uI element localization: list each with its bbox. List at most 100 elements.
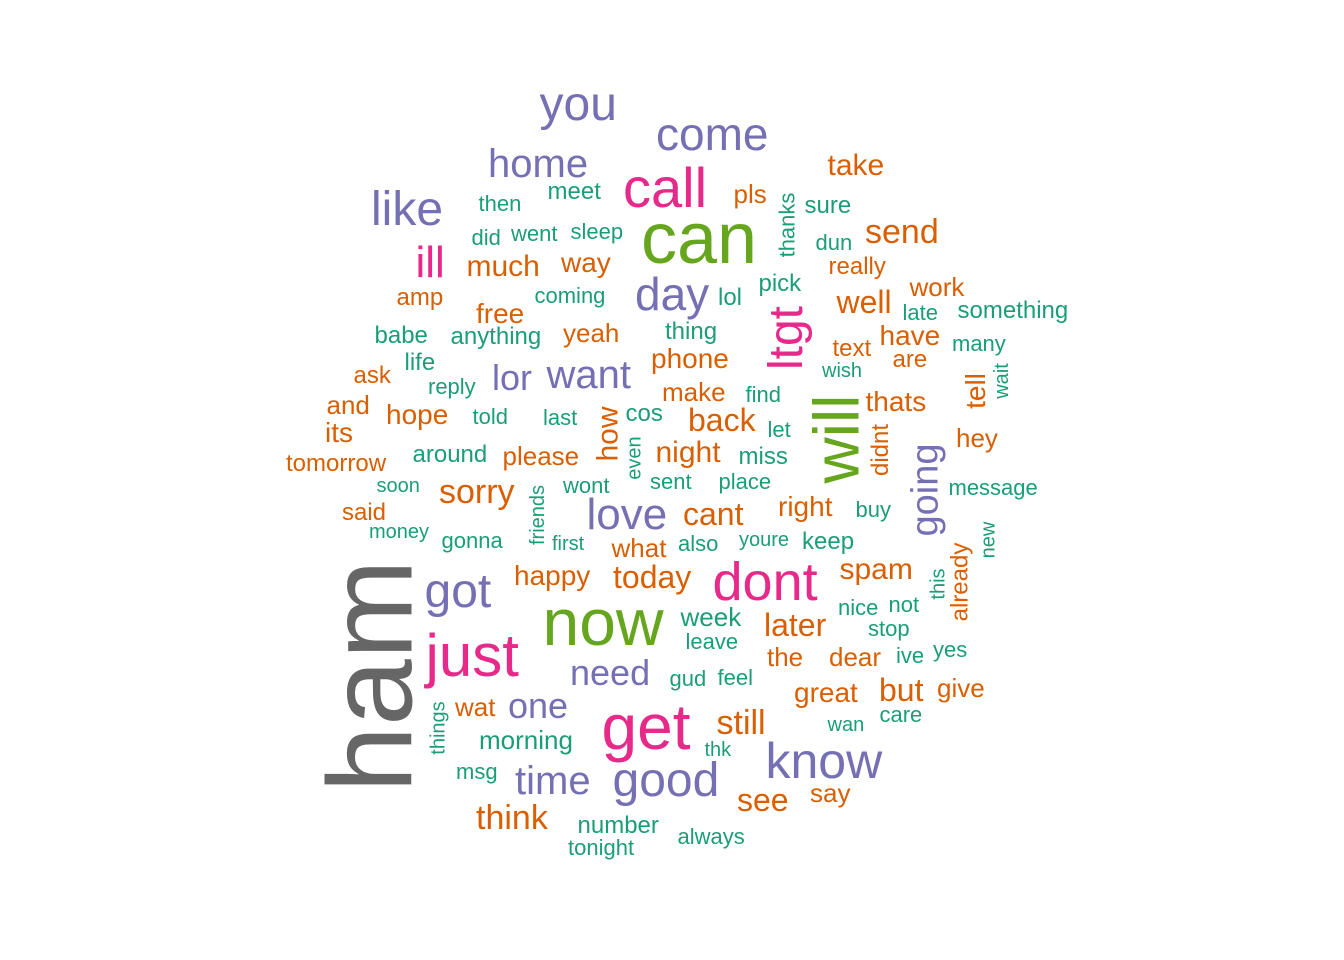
word-sent: sent	[650, 469, 692, 494]
word-like: like	[371, 183, 444, 236]
word-day: day	[635, 268, 710, 320]
word-work: work	[909, 272, 965, 302]
word-ltgt: ltgt	[760, 305, 814, 371]
word-know: know	[765, 733, 883, 789]
word-cant: cant	[683, 496, 744, 532]
word-something: something	[957, 297, 1069, 324]
word-ive: ive	[896, 643, 925, 668]
word-even: even	[623, 436, 646, 480]
word-come: come	[656, 108, 769, 160]
word-pick: pick	[758, 270, 802, 297]
word-life: life	[404, 349, 436, 376]
word-call: call	[623, 156, 708, 219]
word-around: around	[412, 441, 488, 468]
word-also: also	[678, 531, 719, 556]
word-way: way	[561, 247, 611, 278]
word-lol: lol	[718, 284, 743, 311]
word-gud: gud	[669, 666, 707, 691]
word-not: not	[888, 592, 920, 617]
word-thats: thats	[865, 386, 927, 417]
word-how: how	[591, 406, 625, 462]
word-home: home	[488, 142, 589, 186]
word-tomorrow: tomorrow	[286, 450, 387, 477]
word-good: good	[612, 754, 720, 807]
word-always: always	[677, 824, 745, 849]
word-but: but	[879, 672, 924, 708]
word-cos: cos	[625, 400, 663, 427]
word-place: place	[718, 469, 772, 494]
word-think: think	[476, 799, 548, 837]
word-didnt: didnt	[867, 423, 895, 477]
word-give: give	[937, 673, 985, 703]
word-late: late	[902, 300, 938, 325]
word-sorry: sorry	[439, 473, 515, 511]
word-already: already	[945, 542, 973, 622]
word-make: make	[662, 377, 726, 407]
word-friends: friends	[527, 484, 550, 546]
word-and: and	[326, 390, 370, 420]
word-please: please	[502, 441, 580, 471]
word-wat: wat	[455, 692, 496, 722]
word-send: send	[865, 213, 939, 251]
word-ill: ill	[415, 238, 445, 287]
word-hope: hope	[386, 399, 449, 430]
word-said: said	[342, 499, 387, 526]
word-coming: coming	[534, 283, 606, 308]
word-love: love	[586, 490, 668, 539]
word-nice: nice	[838, 595, 879, 620]
word-get: get	[601, 691, 691, 763]
word-wait: wait	[990, 363, 1013, 399]
word-money: money	[369, 521, 430, 543]
word-ham: ham	[303, 559, 438, 793]
word-got: got	[424, 565, 492, 618]
word-what: what	[611, 533, 667, 563]
word-sure: sure	[804, 192, 852, 219]
word-you: you	[539, 78, 617, 131]
word-happy: happy	[514, 560, 591, 591]
word-say: say	[810, 778, 851, 808]
word-feel: feel	[717, 665, 753, 690]
word-wish: wish	[822, 360, 863, 382]
word-thanks: thanks	[773, 192, 799, 258]
word-miss: miss	[738, 443, 788, 470]
word-tonight: tonight	[568, 835, 635, 860]
word-wont: wont	[563, 473, 610, 498]
word-wan: wan	[827, 714, 865, 736]
word-need: need	[570, 652, 651, 693]
word-night: night	[655, 436, 721, 469]
word-hey: hey	[956, 423, 998, 453]
word-did: did	[471, 225, 501, 250]
word-great: great	[794, 677, 858, 708]
word-today: today	[613, 559, 692, 595]
word-free: free	[476, 298, 525, 329]
word-youre: youre	[739, 529, 790, 551]
word-soon: soon	[376, 475, 420, 497]
word-dun: dun	[815, 230, 853, 255]
word-morning: morning	[479, 725, 573, 755]
word-babe: babe	[374, 322, 428, 349]
word-find: find	[745, 382, 781, 407]
word-its: its	[325, 417, 353, 448]
word-lor: lor	[492, 357, 533, 398]
word-gonna: gonna	[441, 528, 503, 553]
word-thing: thing	[665, 318, 718, 345]
word-leave: leave	[685, 629, 739, 654]
word-number: number	[577, 812, 659, 839]
word-first: first	[552, 533, 585, 555]
word-anything: anything	[450, 323, 542, 350]
word-want: want	[546, 353, 632, 397]
word-buy: buy	[855, 497, 891, 522]
word-right: right	[778, 491, 833, 522]
word-told: told	[472, 404, 508, 429]
word-then: then	[478, 191, 522, 216]
word-going: going	[903, 443, 946, 537]
word-will: will	[799, 394, 872, 484]
word-yeah: yeah	[563, 318, 620, 348]
word-meet: meet	[547, 178, 601, 205]
word-this: this	[927, 568, 950, 600]
word-week: week	[680, 602, 742, 632]
word-yes: yes	[933, 637, 968, 662]
word-later: later	[764, 607, 827, 643]
word-things: things	[427, 701, 450, 755]
